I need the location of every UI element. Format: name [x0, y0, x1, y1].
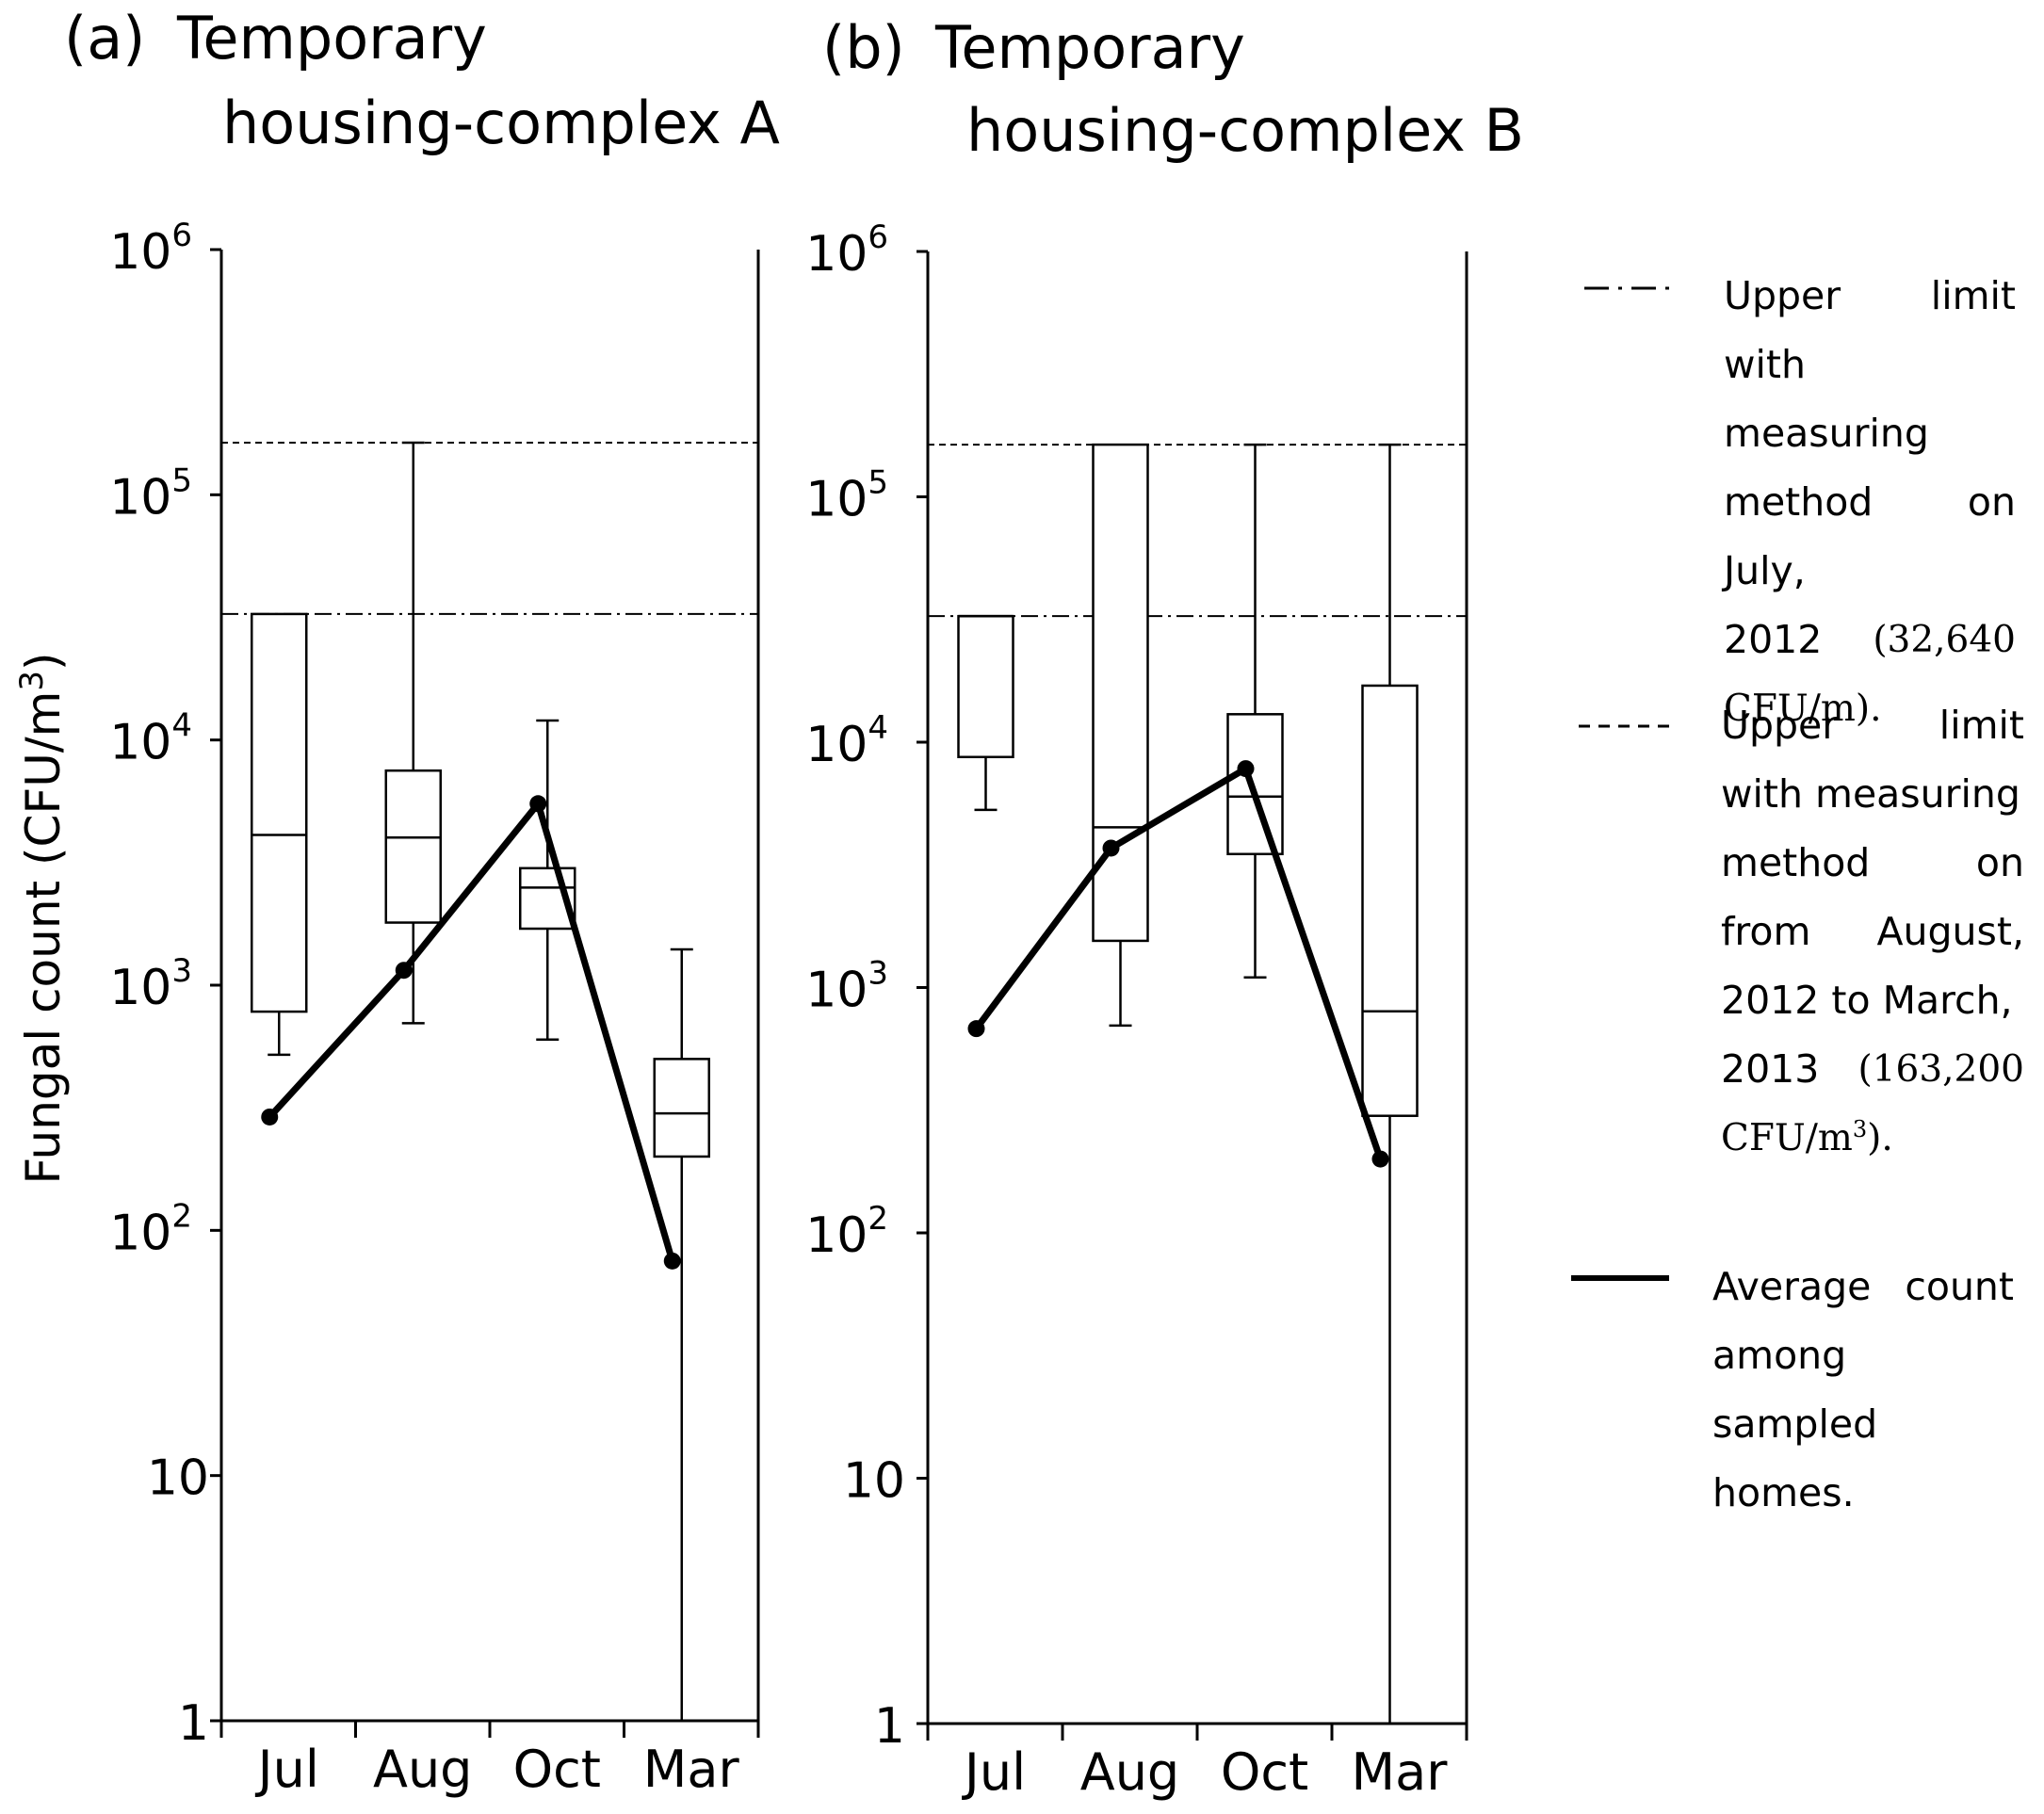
panel-a-ytick-label: 104 [109, 707, 192, 771]
legend-dashdot-text: Upper limit with measuring method on July… [1724, 273, 2016, 730]
panel-a-average-point [663, 1252, 681, 1270]
panel-a-box [384, 769, 442, 924]
panel-a-ytick-label: 106 [109, 217, 192, 281]
panel-b-title-line1: Temporary [934, 13, 1245, 82]
panel-b-ytick-label: 1 [874, 1698, 905, 1755]
panel-b-label: (b) [822, 13, 905, 82]
panel-a-box [251, 612, 308, 1013]
panel-a-title-line1: Temporary [176, 4, 487, 73]
panel-a-title-line2: housing-complex A [222, 89, 780, 157]
panel-a-average-point [261, 1108, 279, 1126]
panel-a-average-point [529, 795, 547, 813]
legend-dashed-text: Upper limit with measuring method on from A… [1721, 703, 2024, 1159]
panel-b-box [1226, 713, 1284, 856]
panel-b-average-point [1102, 839, 1120, 857]
panel-b-ytick-label: 106 [805, 219, 888, 283]
panel-b-category-label: Jul [962, 1742, 1026, 1802]
panel-b-ytick-label: 103 [805, 955, 888, 1019]
panel-a-label: (a) [64, 4, 145, 73]
panel-a-box [653, 1058, 710, 1158]
legend-average-text: Average count among sampled homes. [1712, 1264, 2014, 1515]
y-axis-label: Fungal count (CFU/m3) [13, 652, 71, 1184]
panel-b-ytick-label: 105 [805, 464, 888, 528]
panel-b-average-point [1371, 1150, 1389, 1168]
panel-b-title-line2: housing-complex B [966, 96, 1524, 165]
panel-a-average-point [395, 962, 413, 980]
panel-a-ytick-label: 105 [109, 462, 192, 526]
panel-b-ytick-label: 102 [805, 1200, 888, 1264]
panel-a-ytick-label: 10 [147, 1450, 209, 1507]
panel-a-category-label: Mar [643, 1740, 740, 1799]
panel-a-average-line [267, 800, 676, 1262]
panel-b-box [957, 614, 1014, 759]
panel-a-category-label: Oct [513, 1740, 601, 1799]
panel-b-average-point [967, 1020, 985, 1038]
panel-b-category-label: Mar [1352, 1742, 1449, 1802]
panel-b-ytick-label: 104 [805, 709, 888, 773]
panel-a-category-label: Jul [255, 1740, 319, 1799]
panel-a-ytick-label: 1 [178, 1695, 209, 1752]
panel-a-ytick-label: 103 [109, 952, 192, 1016]
panel-a-ytick-label: 102 [109, 1197, 192, 1261]
panel-b-box [1361, 684, 1419, 1117]
panel-b-ytick-label: 10 [843, 1453, 905, 1510]
panel-b-average-line [973, 765, 1384, 1160]
panel-b-category-label: Oct [1221, 1742, 1308, 1802]
panel-b-average-point [1237, 760, 1255, 778]
panel-b-category-label: Aug [1080, 1742, 1179, 1802]
panel-a-category-label: Aug [373, 1740, 472, 1799]
